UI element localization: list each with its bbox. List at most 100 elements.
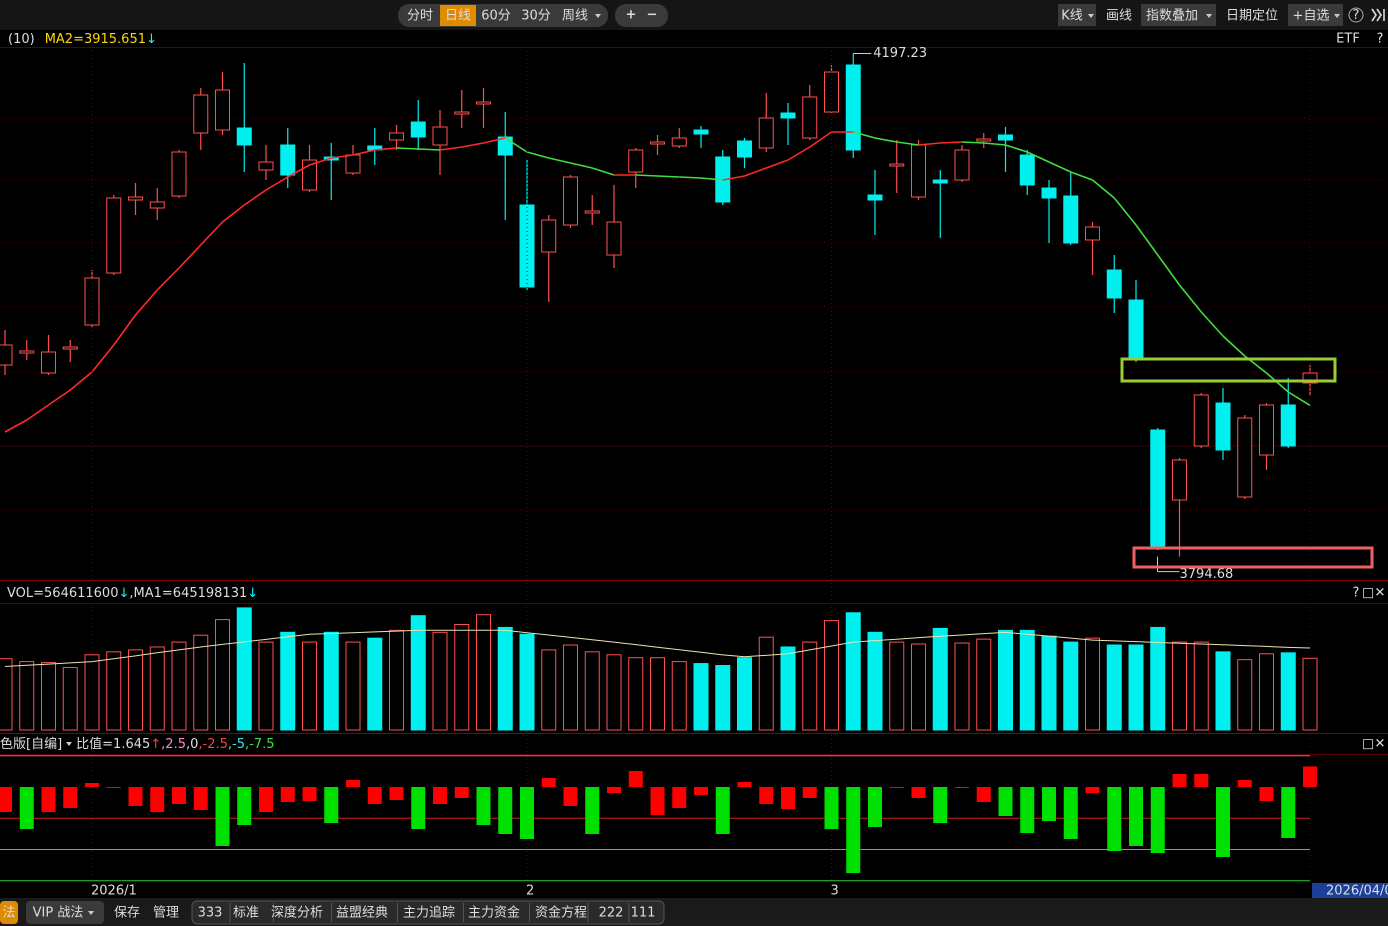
help-text: ?: [1353, 8, 1360, 23]
panel-icon[interactable]: ?: [1353, 586, 1360, 601]
ma-segment: [918, 142, 941, 146]
x-tick-label: 2026/04/0: [1326, 884, 1388, 899]
tab[interactable]: 主力资金: [468, 905, 520, 921]
ma-segment: [178, 244, 202, 269]
indicator-bar: [628, 771, 643, 787]
period-active: [440, 5, 476, 26]
legend-item: ,MA1=645198131: [129, 586, 247, 601]
ma-segment: [592, 167, 615, 176]
candle-body: [584, 210, 600, 214]
ma-segment: [722, 175, 745, 181]
period-button[interactable]: 60分: [481, 9, 511, 24]
ma-segment: [309, 157, 332, 166]
volume-bar: [693, 663, 709, 731]
tab[interactable]: 保存: [114, 906, 140, 921]
indicator-bar: [0, 787, 12, 812]
indicator-bar: [259, 787, 273, 812]
tool-button[interactable]: +自选: [1293, 9, 1330, 24]
ma-segment: [222, 204, 245, 223]
indicator-bar: [1129, 787, 1143, 846]
period-button[interactable]: 分时: [407, 9, 433, 24]
period-button[interactable]: 周线: [562, 9, 588, 24]
panel-icon[interactable]: ✕: [1375, 737, 1386, 752]
candle-body: [954, 149, 970, 181]
volume-bar: [1259, 653, 1274, 731]
tool-button[interactable]: 画线: [1106, 9, 1132, 24]
volume-bar: [106, 651, 122, 731]
candle-body: [41, 351, 56, 374]
tab[interactable]: VIP 战法: [33, 906, 84, 921]
tab[interactable]: 333: [198, 906, 223, 921]
ma-segment: [1091, 179, 1115, 199]
x-tick-label: 3: [831, 884, 839, 899]
tool-button[interactable]: 日期定位: [1226, 9, 1278, 24]
volume-bar: [1215, 651, 1231, 731]
arrow: [66, 742, 72, 746]
panel-borders: [0, 47, 1388, 755]
ma-segment: [134, 289, 158, 316]
tab[interactable]: 益盟经典: [336, 906, 388, 921]
candle-body: [737, 140, 752, 158]
candle-body: [1019, 154, 1035, 186]
x-tick-label: 2026/1: [91, 884, 137, 899]
legend-item: ,2.5: [161, 737, 186, 752]
candle-body: [1215, 402, 1231, 451]
indicator-bar: [1281, 787, 1296, 838]
candle-body: [389, 132, 404, 141]
indicator-bar: [824, 787, 839, 829]
panel-icon[interactable]: □: [1362, 586, 1374, 601]
tab[interactable]: 111: [631, 906, 656, 921]
volume-bar: [584, 651, 600, 731]
indicator-bar: [1237, 780, 1252, 787]
volume-bar: [215, 619, 230, 731]
high-label: 4197.23: [873, 46, 927, 61]
volume-bar: [1063, 641, 1079, 731]
tool-button[interactable]: 指数叠加: [1146, 9, 1198, 24]
indicator-bar: [1303, 766, 1317, 787]
price-grid: [0, 117, 1388, 511]
indicator-bar: [106, 787, 121, 788]
tab[interactable]: 深度分析: [271, 905, 323, 921]
candle-body: [19, 350, 35, 354]
legend-item: ,-7.5: [245, 737, 275, 752]
ma-segment: [418, 148, 441, 151]
candle-body: [149, 201, 165, 209]
arrow: [1088, 14, 1094, 18]
tab[interactable]: 主力追踪: [403, 905, 455, 921]
tab[interactable]: 管理: [153, 906, 179, 921]
indicator-bar: [1063, 787, 1078, 839]
panel-icon[interactable]: ✕: [1375, 586, 1386, 601]
volume-bar: [236, 607, 252, 731]
indicator-bar: [846, 787, 861, 873]
period-button[interactable]: 30分: [521, 9, 551, 24]
zoom-button[interactable]: +: [626, 8, 637, 23]
volume-bar: [541, 649, 557, 731]
indicator-bar: [868, 787, 882, 827]
tab[interactable]: 法: [2, 906, 15, 921]
ma-segment: [1178, 284, 1202, 313]
tool-button[interactable]: K线: [1061, 9, 1083, 24]
help-icon[interactable]: [1348, 7, 1364, 23]
ma-segment: [113, 314, 137, 346]
candle-body: [432, 126, 448, 146]
indicator-bar: [85, 783, 99, 787]
panel-icon[interactable]: □: [1362, 737, 1374, 752]
ma-segment: [265, 176, 289, 191]
tab[interactable]: 资金方程: [535, 905, 587, 921]
legend-item: ↓: [146, 32, 157, 47]
candle-body: [628, 149, 644, 173]
legend: 色版[自编] 比值=1.645↑,2.5,0,-2.5,-5,-7.5: [0, 736, 275, 752]
ma-segment: [940, 141, 963, 144]
volume-bar: [1193, 641, 1209, 731]
zoom-button[interactable]: −: [647, 8, 658, 23]
tab[interactable]: 222: [599, 906, 624, 921]
ma-segment: [1048, 161, 1072, 173]
collapse-icon[interactable]: [1371, 8, 1385, 22]
indicator-bar: [976, 787, 991, 802]
tab[interactable]: 标准: [233, 906, 259, 921]
period-button[interactable]: 日线: [445, 9, 471, 24]
ma-segment: [1200, 311, 1224, 337]
volume-bar: [998, 629, 1013, 731]
volume-bar: [345, 641, 361, 731]
